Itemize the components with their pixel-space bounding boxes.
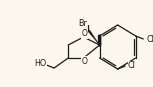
Text: O: O: [82, 56, 87, 66]
Text: Br: Br: [78, 19, 87, 27]
Text: HO: HO: [35, 60, 47, 68]
Text: Cl: Cl: [128, 62, 136, 70]
Text: Cl: Cl: [146, 35, 153, 44]
Polygon shape: [87, 30, 100, 45]
Text: O: O: [82, 29, 87, 39]
